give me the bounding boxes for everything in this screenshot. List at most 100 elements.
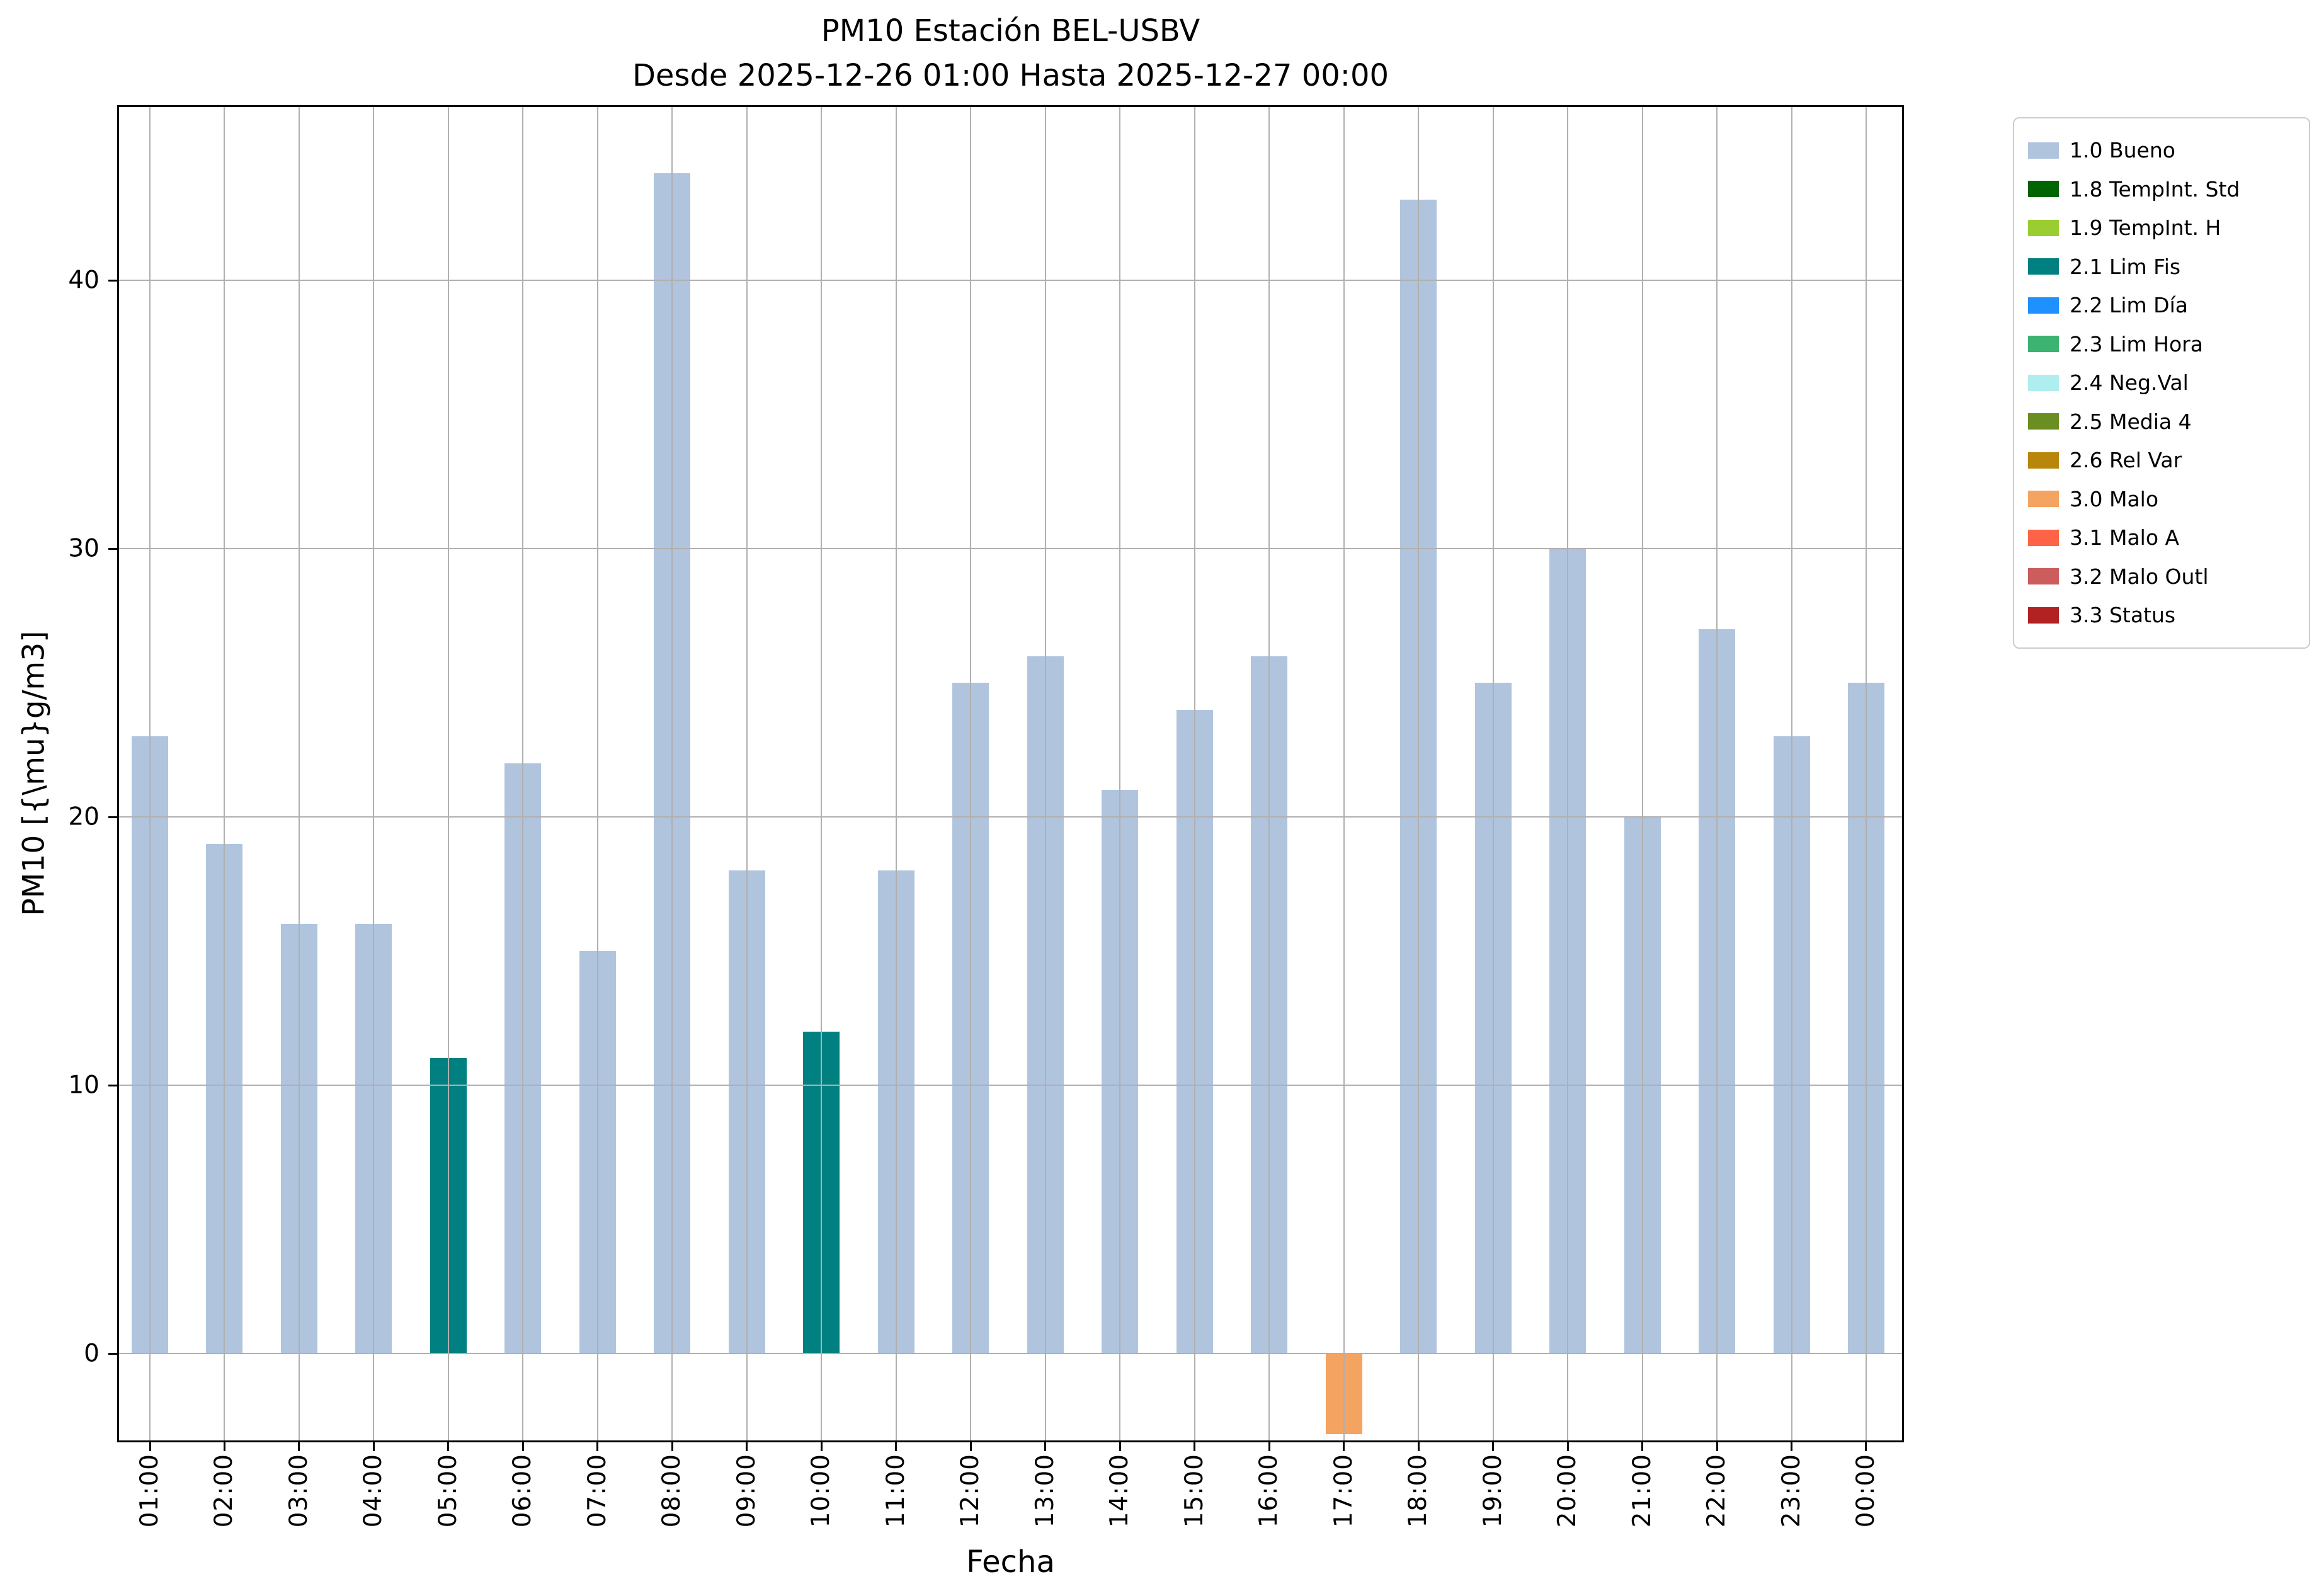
x-tick-label-20:00: 20:00 [1553,1454,1582,1528]
x-tickmark-01:00 [149,1442,151,1451]
gridline-x-08:00 [671,105,673,1442]
legend-swatch-1.9 [2028,219,2059,236]
legend-swatch-3.0 [2028,491,2059,508]
chart-title: PM10 Estación BEL-USBV [821,13,1200,48]
x-tick-label-05:00: 05:00 [433,1454,462,1528]
legend-label-2.3: 2.3 Lim Hora [2070,331,2203,356]
x-tickmark-12:00 [969,1442,972,1451]
gridline-x-02:00 [224,105,225,1442]
x-tick-label-13:00: 13:00 [1030,1454,1059,1528]
legend-item-3.0: 3.0 Malo [2028,480,2303,519]
y-tickmark-20 [108,816,117,818]
x-tick-label-15:00: 15:00 [1180,1454,1209,1528]
gridline-x-00:00 [1865,105,1867,1442]
legend-label-1.9: 1.9 TempInt. H [2070,215,2221,241]
gridline-x-22:00 [1716,105,1718,1442]
gridline-x-10:00 [821,105,823,1442]
y-tick-label-0: 0 [84,1339,100,1368]
gridline-x-11:00 [895,105,897,1442]
plot-area [108,105,1904,1451]
x-tickmark-13:00 [1044,1442,1047,1451]
legend-swatch-3.2 [2028,568,2059,585]
legend-label-3.2: 3.2 Malo Outl [2070,564,2209,589]
gridline-y-30 [117,548,1904,550]
chart-subtitle: Desde 2025-12-26 01:00 Hasta 2025-12-27 … [632,58,1389,93]
y-tick-label-10: 10 [68,1071,100,1100]
chart-title-block: PM10 Estación BEL-USBV Desde 2025-12-26 … [117,9,1904,98]
x-tick-label-11:00: 11:00 [881,1454,910,1528]
x-tickmark-02:00 [223,1442,225,1451]
legend-item-2.3: 2.3 Lim Hora [2028,325,2303,364]
x-tickmark-20:00 [1566,1442,1569,1451]
y-tickmark-30 [108,547,117,550]
x-tickmark-11:00 [895,1442,897,1451]
legend-swatch-2.3 [2028,336,2059,353]
gridline-x-17:00 [1343,105,1345,1442]
gridline-x-01:00 [149,105,151,1442]
legend-item-1.8: 1.8 TempInt. Std [2028,170,2303,209]
gridline-x-13:00 [1044,105,1046,1442]
gridline-x-21:00 [1641,105,1643,1442]
x-tickmark-04:00 [372,1442,375,1451]
y-tick-label-20: 20 [68,802,100,831]
x-tick-label-01:00: 01:00 [135,1454,164,1528]
legend-label-3.3: 3.3 Status [2070,603,2176,628]
y-tickmark-40 [108,279,117,282]
gridline-x-15:00 [1194,105,1195,1442]
legend-label-2.2: 2.2 Lim Día [2070,293,2188,318]
x-tick-label-07:00: 07:00 [583,1454,612,1528]
legend-item-2.6: 2.6 Rel Var [2028,441,2303,480]
legend-item-1.9: 1.9 TempInt. H [2028,208,2303,248]
x-axis-label: Fecha [966,1544,1055,1580]
gridline-y-40 [117,280,1904,282]
y-tick-label-30: 30 [68,534,100,563]
y-axis-label: PM10 [{\mu}g/m3] [16,630,52,916]
x-tick-label-14:00: 14:00 [1105,1454,1134,1528]
gridline-y-0 [117,1353,1904,1354]
legend-item-2.4: 2.4 Neg.Val [2028,363,2303,402]
legend-item-3.1: 3.1 Malo A [2028,518,2303,557]
gridline-x-05:00 [447,105,449,1442]
x-tickmark-07:00 [596,1442,599,1451]
x-tick-label-10:00: 10:00 [807,1454,836,1528]
x-tickmark-10:00 [820,1442,823,1451]
x-tickmark-03:00 [298,1442,300,1451]
x-tick-label-03:00: 03:00 [284,1454,313,1528]
x-tick-label-12:00: 12:00 [956,1454,985,1528]
gridline-x-23:00 [1791,105,1792,1442]
x-tickmark-15:00 [1194,1442,1196,1451]
legend-swatch-2.5 [2028,413,2059,430]
legend-swatch-3.1 [2028,529,2059,546]
x-tick-label-18:00: 18:00 [1404,1454,1433,1528]
legend-item-2.5: 2.5 Media 4 [2028,402,2303,442]
x-tickmark-09:00 [746,1442,748,1451]
legend-swatch-1.8 [2028,181,2059,198]
gridline-y-10 [117,1085,1904,1086]
legend-label-2.6: 2.6 Rel Var [2070,448,2182,473]
x-tickmark-21:00 [1641,1442,1644,1451]
x-tick-label-08:00: 08:00 [658,1454,687,1528]
legend-swatch-2.4 [2028,374,2059,391]
x-tickmark-08:00 [671,1442,673,1451]
x-tickmark-14:00 [1119,1442,1121,1451]
x-tickmark-05:00 [447,1442,450,1451]
x-tick-label-09:00: 09:00 [732,1454,761,1528]
gridline-y-20 [117,816,1904,818]
gridline-x-06:00 [522,105,524,1442]
legend-swatch-1.0 [2028,142,2059,159]
x-tick-label-22:00: 22:00 [1702,1454,1731,1528]
x-tick-label-06:00: 06:00 [508,1454,537,1528]
gridline-x-18:00 [1418,105,1420,1442]
gridline-x-16:00 [1268,105,1270,1442]
y-tickmark-10 [108,1084,117,1086]
x-tickmark-18:00 [1417,1442,1420,1451]
legend-label-2.4: 2.4 Neg.Val [2070,370,2189,396]
x-tickmark-19:00 [1492,1442,1495,1451]
y-tickmark-0 [108,1352,117,1355]
x-tick-label-23:00: 23:00 [1777,1454,1806,1528]
legend-label-2.1: 2.1 Lim Fis [2070,254,2181,279]
legend-label-3.1: 3.1 Malo A [2070,525,2180,550]
legend-label-2.5: 2.5 Media 4 [2070,409,2192,434]
legend-swatch-2.2 [2028,297,2059,314]
